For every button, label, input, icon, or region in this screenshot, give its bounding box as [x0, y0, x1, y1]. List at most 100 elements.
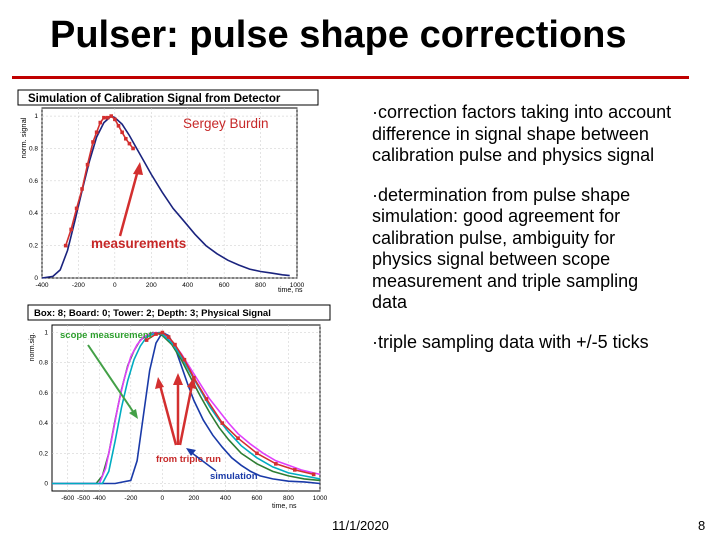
- chart2-y-tick-label: 0.4: [39, 420, 48, 427]
- chart2-data-point: [160, 330, 165, 335]
- chart1-data-point: [69, 227, 73, 232]
- chart1-data-point: [98, 120, 103, 125]
- chart2-data-point: [274, 462, 278, 466]
- bullet-marker: ·: [372, 331, 378, 352]
- chart1-data-point: [120, 130, 124, 135]
- chart2-x-tick-label: -500: [77, 495, 90, 502]
- chart1-data-point: [102, 115, 106, 120]
- chart2-x-tick-label: 0: [161, 495, 165, 502]
- triple-arrowhead-right: [187, 377, 196, 389]
- chart2-data-point: [144, 338, 149, 342]
- chart1-y-tick-label: 0.2: [29, 243, 38, 250]
- chart1-x-tick-label: 1000: [290, 282, 305, 289]
- bullet-marker: ·: [372, 102, 378, 122]
- chart1-x-tick-label: -200: [72, 282, 85, 289]
- chart1-data-point: [113, 117, 117, 122]
- measurements-arrow: [118, 169, 140, 237]
- bullet-text: correction factors taking into account d…: [372, 102, 672, 165]
- chart1-y-tick-label: 1: [34, 113, 38, 120]
- page-number: 8: [698, 518, 706, 533]
- bullet-list: ·correction factors taking into account …: [372, 102, 672, 371]
- simulation-annotation: simulation: [210, 471, 258, 482]
- chart1-data-point: [80, 187, 84, 191]
- chart2-x-tick-label: 1000: [313, 495, 328, 502]
- chart2-x-tick-label: 200: [188, 495, 199, 502]
- bullet-item: ·triple sampling data with +/-5 ticks: [372, 332, 672, 354]
- chart2-data-point: [182, 357, 187, 362]
- chart1-data-point: [85, 162, 90, 167]
- physical-signal-chart: Box: 8; Board: 0; Tower: 2; Depth: 3; Ph…: [26, 303, 332, 513]
- chart2-x-tick-label: 400: [220, 495, 231, 502]
- chart2-x-tick-label: 800: [283, 495, 294, 502]
- chart2-y-tick-label: 1: [44, 330, 48, 337]
- chart1-data-point: [94, 130, 99, 135]
- title-underline: [12, 76, 689, 79]
- triple-run-annotation: from triple run: [156, 454, 221, 465]
- chart1-title-box: [17, 89, 319, 106]
- chart2-data-point: [255, 451, 259, 456]
- chart1-data-point: [74, 206, 79, 211]
- chart2-y-tick-label: 0: [44, 480, 48, 487]
- author-annotation: Sergey Burdin: [183, 116, 269, 131]
- chart2-x-tick-label: -400: [93, 495, 106, 502]
- chart1-data-point: [127, 141, 132, 146]
- simulation-arrowhead: [186, 448, 196, 456]
- chart1-data-point: [105, 115, 110, 120]
- chart1-data-point: [131, 146, 135, 151]
- simulation-arrow: [191, 452, 217, 472]
- bullet-item: ·correction factors taking into account …: [372, 102, 672, 167]
- chart1-x-tick-label: 800: [255, 282, 266, 289]
- chart2-title: Box: 8; Board: 0; Tower: 2; Depth: 3; Ph…: [34, 308, 271, 319]
- chart2-title-box: [27, 304, 331, 321]
- chart2-data-point: [204, 397, 209, 401]
- bullet-text: triple sampling data with +/-5 ticks: [378, 331, 649, 352]
- chart1-x-tick-label: 400: [182, 282, 193, 289]
- chart1-y-tick-label: 0: [34, 275, 38, 282]
- chart2-data-point: [292, 468, 297, 472]
- triple-arrowhead-left: [155, 377, 164, 389]
- chart1-title: Simulation of Calibration Signal from De…: [28, 93, 281, 105]
- triple-arrowhead-middle: [173, 373, 183, 385]
- chart2-data-point: [236, 436, 240, 440]
- chart1-data-point: [123, 136, 128, 141]
- triple-arrow-right: [178, 384, 194, 446]
- chart1-xlabel: time, ns: [278, 287, 303, 294]
- scope-arrow: [87, 344, 135, 414]
- triple-arrow-left: [158, 384, 178, 446]
- bullet-text: determination from pulse shape simulatio…: [372, 184, 639, 313]
- chart1-series-line: [41, 115, 290, 279]
- chart1-x-tick-label: -400: [35, 282, 48, 289]
- chart2-data-point: [173, 342, 177, 347]
- slide-title: Pulser: pulse shape corrections: [50, 14, 627, 56]
- chart1-y-tick-label: 0.6: [29, 178, 38, 185]
- measurements-annotation: measurements: [91, 236, 186, 251]
- chart2-y-tick-label: 0.2: [39, 450, 48, 457]
- chart1-data-point: [116, 124, 121, 128]
- bullet-item: ·determination from pulse shape simulati…: [372, 185, 672, 314]
- chart1-data-point: [91, 140, 95, 144]
- chart2-x-tick-label: 600: [252, 495, 263, 502]
- chart2-data-point: [311, 472, 316, 477]
- chart1-y-tick-label: 0.4: [29, 210, 38, 217]
- measurements-arrowhead: [133, 162, 143, 175]
- chart2-xlabel: time, ns: [272, 503, 297, 510]
- chart2-y-tick-label: 0.6: [39, 390, 48, 397]
- chart1-data-point: [109, 114, 114, 118]
- calibration-signal-chart: Simulation of Calibration Signal from De…: [16, 88, 326, 298]
- chart1-plot-area: [41, 107, 298, 279]
- scope-measurement-annotation: scope measurement: [60, 330, 153, 341]
- chart2-ylabel: norm.sig.: [29, 333, 36, 362]
- chart2-data-point: [220, 421, 225, 425]
- chart1-x-tick-label: 600: [219, 282, 230, 289]
- chart2-data-point: [166, 335, 171, 339]
- chart1-x-tick-label: 0: [113, 282, 117, 289]
- chart2-y-tick-label: 0.8: [39, 360, 48, 367]
- chart1-ylabel: norm. signal: [19, 117, 28, 158]
- chart1-x-tick-label: 200: [146, 282, 157, 289]
- chart1-data-point: [63, 243, 68, 248]
- chart2-series-line: [52, 331, 321, 485]
- chart2-x-tick-label: -600: [61, 495, 74, 502]
- chart2-data-point: [154, 332, 158, 336]
- bullet-marker: ·: [372, 184, 378, 205]
- chart1-y-tick-label: 0.8: [29, 145, 38, 152]
